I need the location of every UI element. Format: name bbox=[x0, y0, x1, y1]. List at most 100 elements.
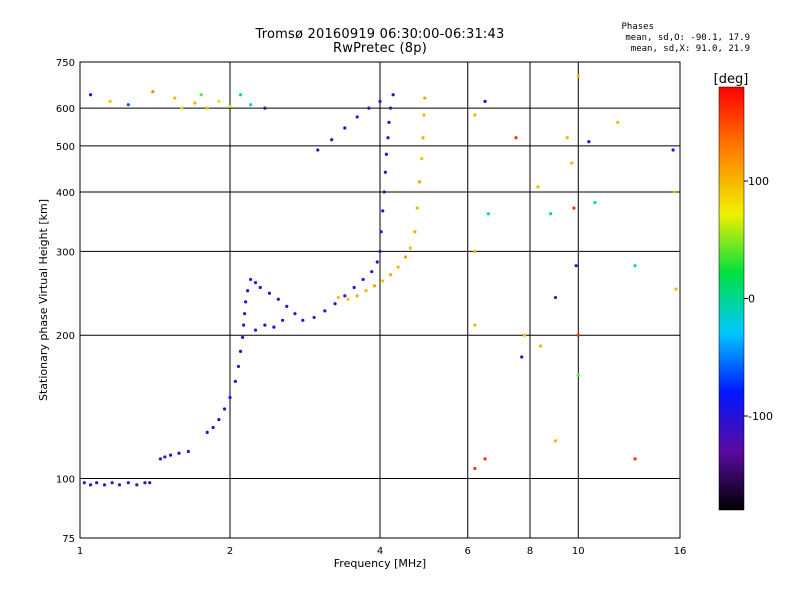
data-point bbox=[148, 481, 152, 485]
data-point bbox=[276, 297, 280, 301]
data-point bbox=[520, 355, 524, 359]
y-axis-ticks: 75 100 200 300 400 500 600 750 bbox=[56, 58, 75, 545]
x-tick-label: 1 bbox=[77, 546, 83, 557]
data-point bbox=[473, 323, 477, 327]
data-point bbox=[173, 96, 177, 100]
grid-lines bbox=[80, 62, 680, 538]
data-point bbox=[312, 315, 316, 320]
data-point bbox=[186, 449, 190, 454]
data-point bbox=[587, 140, 591, 144]
data-point bbox=[95, 481, 99, 485]
data-point bbox=[387, 120, 391, 124]
data-point bbox=[352, 285, 356, 290]
data-point bbox=[217, 99, 221, 103]
data-point bbox=[553, 295, 558, 300]
data-point bbox=[88, 93, 93, 97]
data-point bbox=[370, 270, 374, 274]
data-point bbox=[391, 93, 395, 97]
data-points bbox=[82, 74, 678, 487]
data-point bbox=[343, 126, 347, 130]
data-point bbox=[574, 264, 578, 268]
data-point bbox=[408, 246, 412, 250]
data-point bbox=[379, 230, 383, 234]
data-point bbox=[102, 483, 107, 487]
y-tick-label: 600 bbox=[56, 104, 75, 115]
stats-x-mode: mean, sd,X: 91.0, 21.9 bbox=[630, 44, 750, 54]
y-tick-label: 750 bbox=[56, 58, 75, 69]
data-point bbox=[423, 96, 427, 100]
colorbar-label: [deg] bbox=[714, 72, 749, 87]
data-point bbox=[177, 451, 181, 455]
y-axis-label: Stationary phase Virtual Height [km] bbox=[37, 199, 50, 401]
data-point bbox=[238, 93, 243, 97]
data-point bbox=[249, 277, 253, 282]
data-point bbox=[280, 318, 285, 322]
data-point bbox=[420, 157, 424, 161]
data-point bbox=[135, 483, 139, 487]
data-point bbox=[383, 170, 387, 174]
data-point bbox=[483, 99, 487, 103]
x-axis-label: Frequency [MHz] bbox=[334, 557, 426, 570]
y-tick-label: 75 bbox=[62, 534, 75, 545]
data-point bbox=[572, 206, 576, 210]
data-point bbox=[343, 294, 347, 298]
x-tick-label: 6 bbox=[465, 546, 471, 557]
x-tick-label: 10 bbox=[572, 546, 585, 557]
data-point bbox=[263, 106, 267, 110]
data-point bbox=[169, 453, 173, 457]
data-point bbox=[421, 136, 425, 140]
data-point bbox=[372, 284, 377, 288]
data-point bbox=[367, 106, 371, 110]
y-tick-label: 500 bbox=[56, 142, 75, 153]
data-point bbox=[553, 439, 558, 443]
data-point bbox=[117, 483, 122, 487]
data-point bbox=[549, 212, 553, 216]
data-point bbox=[242, 323, 246, 327]
data-point bbox=[285, 304, 289, 308]
data-point bbox=[82, 481, 86, 485]
chart-title: Tromsø 20160919 06:30:00-06:31:43 bbox=[255, 27, 505, 42]
data-point bbox=[336, 295, 340, 300]
data-point bbox=[413, 230, 417, 234]
data-point bbox=[415, 206, 419, 210]
data-point bbox=[126, 481, 130, 485]
data-point bbox=[576, 333, 580, 337]
x-tick-label: 16 bbox=[674, 546, 687, 557]
data-point bbox=[381, 279, 385, 283]
data-point bbox=[272, 325, 276, 329]
data-point bbox=[536, 185, 540, 189]
data-point bbox=[382, 190, 386, 194]
y-tick-label: 200 bbox=[56, 331, 75, 342]
data-point bbox=[616, 120, 620, 124]
data-point bbox=[514, 136, 518, 140]
data-point bbox=[158, 457, 163, 461]
colorbar-tick-label: 0 bbox=[748, 293, 755, 306]
colorbar bbox=[718, 86, 745, 511]
data-point bbox=[193, 101, 197, 105]
data-point bbox=[483, 457, 487, 461]
data-point bbox=[403, 255, 408, 259]
data-point bbox=[228, 395, 232, 400]
data-point bbox=[633, 264, 637, 268]
data-point bbox=[217, 417, 221, 422]
data-point bbox=[473, 249, 477, 254]
data-point bbox=[222, 407, 227, 411]
x-tick-label: 2 bbox=[227, 546, 233, 557]
data-point bbox=[386, 136, 390, 140]
data-point bbox=[417, 180, 422, 184]
data-point bbox=[205, 430, 209, 434]
data-point bbox=[323, 309, 327, 313]
stats-o-mode: mean, sd,O: -90.1, 17.9 bbox=[625, 33, 750, 43]
data-point bbox=[355, 294, 359, 298]
colorbar-ticks: 100 0 -100 bbox=[744, 175, 773, 423]
data-point bbox=[233, 379, 237, 383]
data-point bbox=[633, 457, 637, 461]
data-point bbox=[672, 190, 677, 194]
chart-subtitle: RwPretec (8p) bbox=[333, 41, 427, 56]
data-point bbox=[143, 481, 147, 485]
data-point bbox=[388, 273, 393, 277]
data-point bbox=[110, 481, 114, 485]
y-tick-label: 300 bbox=[56, 247, 75, 258]
data-point bbox=[253, 328, 258, 332]
